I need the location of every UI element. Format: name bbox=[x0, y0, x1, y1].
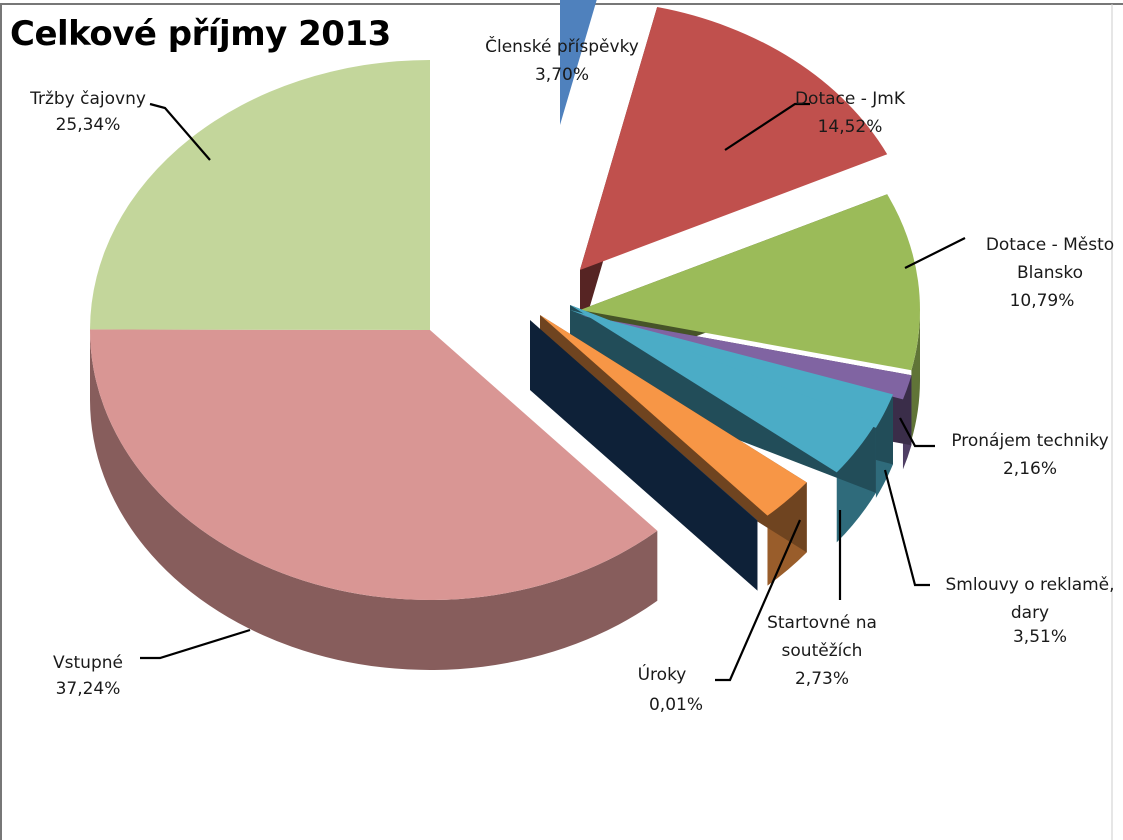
slice-percent-label: 2,16% bbox=[1003, 459, 1057, 479]
pie-slice-side bbox=[90, 330, 658, 670]
slice-label: Startovné na bbox=[767, 613, 877, 633]
slice-label: soutěžích bbox=[782, 641, 863, 661]
slice-label: Vstupné bbox=[53, 653, 123, 673]
pie-slice bbox=[560, 0, 597, 125]
pie-slice bbox=[570, 305, 876, 473]
pie-slice-wall bbox=[540, 315, 807, 553]
leader-line bbox=[883, 469, 930, 587]
slice-percent-label: 25,34% bbox=[56, 115, 121, 135]
slice-percent-label: 3,51% bbox=[1013, 627, 1067, 647]
pie-slice-wall bbox=[530, 320, 758, 591]
slice-label: Členské příspěvky bbox=[485, 35, 639, 57]
pie-slice bbox=[90, 329, 658, 600]
pie-slice bbox=[580, 194, 920, 371]
slice-label: Blansko bbox=[1017, 263, 1083, 283]
leader-line bbox=[904, 237, 966, 269]
pie-slice-side bbox=[911, 310, 920, 441]
leader-line bbox=[724, 102, 810, 151]
leader-line bbox=[899, 417, 935, 448]
slice-label: Tržby čajovny bbox=[29, 89, 146, 109]
leader-line bbox=[149, 102, 211, 161]
pie-slice bbox=[90, 60, 431, 330]
slice-label: Dotace - Město bbox=[986, 235, 1114, 255]
slice-label: Dotace - JmK bbox=[795, 89, 906, 109]
pie-slice bbox=[530, 320, 758, 521]
pie-labels: Členské příspěvky 3,70% Dotace - JmK 14,52%… bbox=[29, 35, 1114, 715]
slice-label: Pronájem techniky bbox=[951, 431, 1108, 451]
leader-line bbox=[715, 519, 802, 682]
slice-label: Úroky bbox=[638, 663, 687, 685]
slice-percent-label: 3,70% bbox=[535, 65, 589, 85]
pie-tops bbox=[90, 0, 920, 600]
slice-label: dary bbox=[1011, 603, 1049, 623]
slice-percent-label: 14,52% bbox=[818, 117, 883, 137]
slice-percent-label: 37,24% bbox=[56, 679, 121, 699]
leader-line bbox=[140, 628, 251, 660]
slice-percent-label: 10,79% bbox=[1010, 291, 1075, 311]
chart-title: Celkové příjmy 2013 bbox=[10, 14, 391, 54]
slice-percent-label: 0,01% bbox=[649, 695, 703, 715]
slice-percent-label: 2,73% bbox=[795, 669, 849, 689]
pie-slice bbox=[540, 315, 807, 516]
slice-label: Smlouvy o reklamě, bbox=[945, 575, 1114, 595]
pie-slice bbox=[580, 7, 888, 270]
